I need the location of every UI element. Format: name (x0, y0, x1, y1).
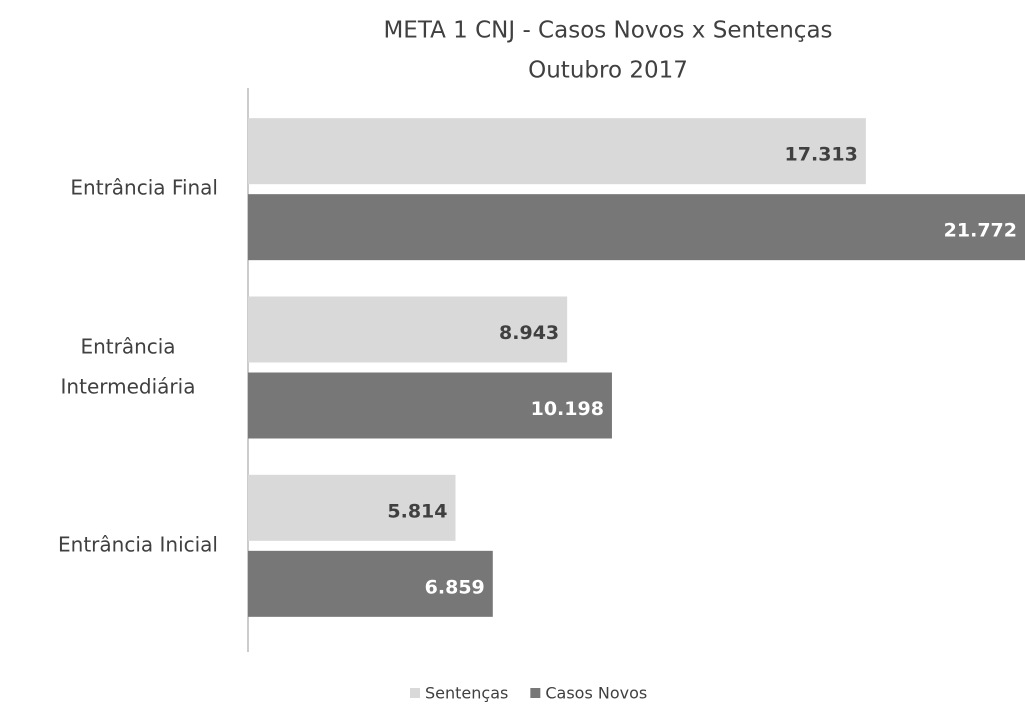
value-label: 10.198 (531, 398, 604, 420)
y-tick-label: Entrância Intermediária (61, 334, 196, 398)
value-label: 21.772 (944, 220, 1017, 242)
value-label: 5.814 (387, 500, 447, 522)
legend-label: Casos Novos (545, 684, 647, 703)
bar (248, 474, 456, 541)
legend-swatch (530, 688, 541, 698)
value-label: 8.943 (499, 322, 559, 344)
value-label: 17.313 (785, 144, 858, 166)
legend-swatch (410, 688, 420, 698)
bar (248, 550, 493, 617)
legend-label: Sentenças (425, 684, 508, 703)
bar (248, 194, 1025, 261)
y-tick-label: Entrância Inicial (58, 532, 218, 556)
bar (248, 118, 866, 185)
value-label: 6.859 (425, 576, 485, 598)
y-tick-label: Entrância Final (70, 176, 218, 200)
chart-title: META 1 CNJ - Casos Novos x Sentenças (383, 18, 832, 44)
chart-subtitle: Outubro 2017 (528, 58, 688, 84)
bar (248, 296, 568, 363)
bar (248, 372, 612, 439)
